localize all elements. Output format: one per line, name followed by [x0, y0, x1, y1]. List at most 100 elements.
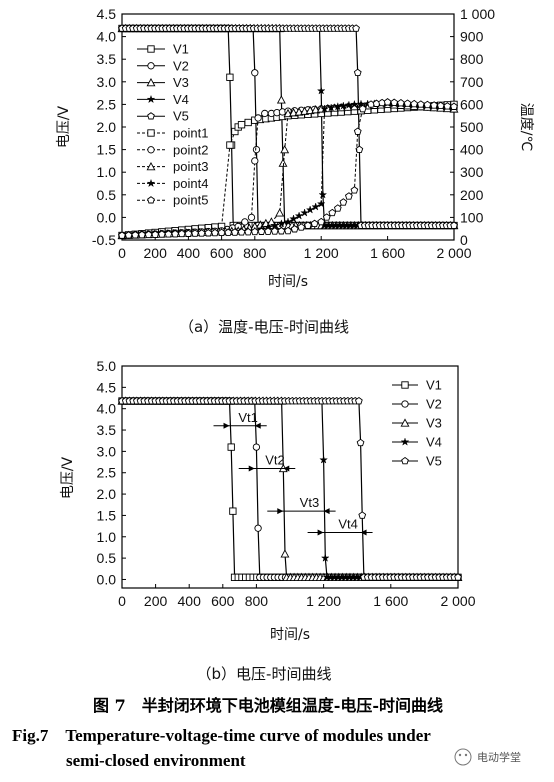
data-point-point4 [300, 208, 310, 217]
x-tick-label: 1 600 [370, 245, 405, 261]
legend-marker-V1 [147, 45, 155, 53]
y-tick-label: -0.5 [92, 232, 116, 248]
y-tick-label: 5.0 [97, 358, 117, 374]
data-point-point5 [339, 198, 348, 206]
data-point-point5 [358, 104, 367, 113]
data-point-point5 [118, 231, 126, 239]
legend-marker-point5 [147, 196, 155, 204]
y-tick-label: 4.0 [97, 401, 117, 417]
series-point4 [117, 98, 459, 240]
data-point-point4 [289, 214, 298, 223]
series-line-point2 [121, 103, 455, 236]
series-V2 [118, 24, 458, 230]
legend-label-V1: V1 [426, 378, 442, 393]
y-tick-label: 2.5 [97, 96, 117, 112]
y2-tick-label: 100 [460, 209, 484, 225]
y2-tick-label: 800 [460, 51, 484, 67]
x-tick-label: 2 000 [436, 245, 471, 261]
data-point-point5 [264, 227, 272, 235]
chart-b-series-layer [117, 396, 463, 582]
data-point-V5 [358, 511, 367, 519]
series-line-V2 [122, 27, 454, 227]
data-point-point5 [131, 231, 140, 239]
y-tick-label: 3.0 [97, 74, 117, 90]
annotation-arrow-right-Vt2 [283, 465, 290, 472]
data-point-point1 [237, 121, 246, 129]
y-tick-label: 3.5 [97, 51, 117, 67]
data-point-point5 [230, 228, 239, 236]
data-point-V2 [251, 69, 259, 77]
data-point-point5 [383, 98, 392, 106]
y-tick-label: 2.0 [97, 486, 117, 502]
data-point-V1 [229, 507, 237, 515]
figure-caption-en-line1: Fig.7 Temperature-voltage-time curve of … [12, 726, 431, 745]
data-point-point3 [275, 208, 285, 217]
y2-tick-label: 600 [460, 96, 484, 112]
x-tick-label: 400 [178, 593, 202, 609]
series-point5 [118, 98, 458, 239]
x-tick-label: 600 [211, 593, 235, 609]
annotation-label-Vt4: Vt4 [338, 517, 358, 532]
data-point-point4 [294, 211, 304, 220]
x-tick-label: 600 [210, 245, 234, 261]
legend-marker-point1 [147, 129, 155, 137]
series-line-V1 [122, 400, 458, 578]
series-V1 [118, 397, 462, 581]
data-point-point5 [277, 227, 286, 235]
data-point-point5 [317, 217, 326, 226]
series-line-V2 [122, 400, 458, 578]
legend-marker-V3 [146, 77, 156, 87]
y2-tick-label: 200 [460, 187, 484, 203]
data-point-point5 [390, 98, 399, 106]
data-point-point4 [270, 220, 280, 230]
legend-marker-V5 [401, 456, 409, 465]
legend-label-V3: V3 [173, 75, 189, 90]
x-tick-label: 1 200 [306, 593, 341, 609]
legend-label-V1: V1 [173, 42, 189, 57]
annotation-label-Vt2: Vt2 [265, 452, 285, 467]
data-point-V3 [276, 95, 286, 104]
legend-marker-point4 [146, 178, 156, 188]
data-point-V1 [227, 443, 235, 451]
legend-label-V4: V4 [173, 92, 189, 107]
y-tick-label: 1.0 [97, 529, 117, 545]
annotation-arrow-right-Vt1 [254, 422, 261, 429]
y-tick-label: 3.5 [97, 422, 117, 438]
data-point-V5 [352, 24, 360, 32]
data-point-point4 [349, 99, 359, 109]
chart-a-y2label: 温度/℃ [518, 103, 534, 151]
x-tick-label: 400 [177, 245, 201, 261]
data-point-V5 [355, 145, 364, 153]
figure-caption-en-line2: semi-closed environment [66, 751, 246, 770]
data-point-point5 [297, 223, 306, 231]
data-point-point5 [350, 186, 359, 194]
chart-b-legend: V1 V2 V3 V4 V5 [392, 378, 442, 469]
data-point-point5 [310, 219, 319, 228]
data-point-point4 [326, 103, 336, 112]
data-point-V3 [280, 549, 290, 558]
series-V4 [117, 396, 463, 582]
legend-marker-V5 [147, 112, 155, 120]
x-tick-label: 200 [144, 593, 168, 609]
annotation-arrow-left-Vt2 [248, 465, 255, 472]
legend-marker-V4 [400, 437, 410, 446]
data-point-point5 [144, 230, 153, 239]
data-point-V5 [450, 221, 458, 229]
chart-a-ylabel: 电压/V [56, 105, 72, 148]
x-tick-label: 200 [144, 245, 168, 261]
y-tick-label: 2.0 [97, 119, 117, 135]
chart-b-plot-frame [121, 365, 459, 589]
data-point-point5 [284, 226, 292, 235]
annotation-label-Vt3: Vt3 [300, 495, 320, 510]
data-point-point4 [356, 99, 366, 108]
data-point-point4 [283, 217, 293, 226]
legend-marker-point3 [146, 161, 156, 171]
legend-label-point1: point1 [173, 126, 208, 141]
figure-caption-cn: 图 7 半封闭环境下电池模组温度-电压-时间曲线 [93, 696, 443, 715]
chart-a: 0 200 400 600 800 1 200 1 600 2 000 -0.5 0.0 0.5 1.… [56, 6, 534, 336]
series-V2 [118, 397, 462, 581]
legend-label-point4: point4 [173, 176, 208, 191]
wechat-icon-eye-right [464, 753, 468, 757]
data-point-point2 [247, 213, 256, 222]
